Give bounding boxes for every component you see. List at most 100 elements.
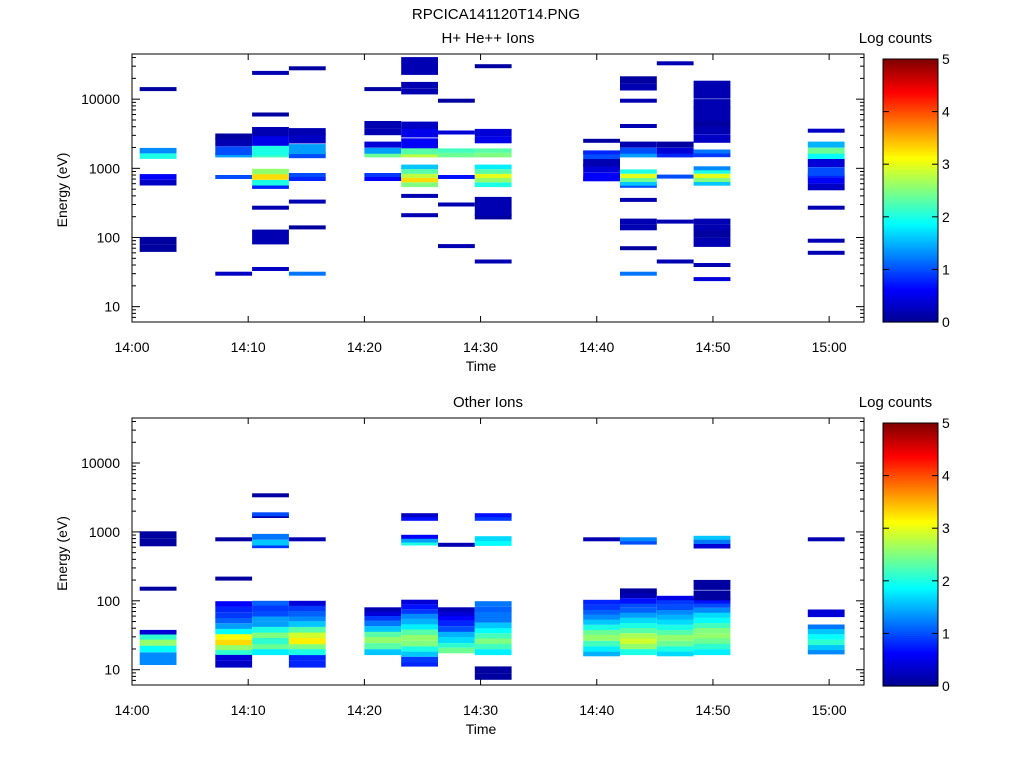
colorbar-segment [883, 65, 938, 69]
x-tick-label: 14:00 [114, 339, 149, 355]
colorbar-segment [883, 532, 938, 536]
colorbar-segment [883, 607, 938, 610]
heatmap-cell [474, 177, 512, 183]
y-axis: 10 100 1000 10000 [81, 421, 864, 686]
heatmap-cell [401, 213, 438, 218]
colorbar-segment [883, 179, 938, 183]
heatmap-cell [401, 604, 438, 610]
heatmap-cell [656, 619, 694, 625]
heatmap-cell [438, 637, 475, 643]
heatmap-cell [139, 538, 177, 547]
heatmap-cell [364, 611, 402, 616]
colorbar-segment [883, 653, 938, 656]
heatmap-cell [364, 152, 402, 158]
heatmap-cell [474, 516, 512, 521]
colorbar-segment [883, 258, 938, 262]
colorbar-segment [883, 308, 938, 312]
heatmap-cell [401, 609, 438, 614]
heatmap-cell [656, 604, 694, 610]
heatmap-cell [693, 169, 731, 174]
colorbar-segment [883, 212, 938, 216]
colorbar: 0 1 2 3 4 5 Log counts [859, 30, 950, 330]
heatmap-cell [364, 173, 402, 177]
colorbar-segment [883, 80, 938, 84]
colorbar-segment [883, 482, 938, 485]
colorbar-segment [883, 646, 938, 650]
heatmap-cell [620, 147, 657, 154]
heatmap-cell [807, 613, 845, 618]
heatmap-cell [252, 127, 289, 137]
colorbar-segment [883, 148, 938, 152]
colorbar-segment [883, 620, 938, 624]
colorbar-segment [883, 615, 938, 619]
colorbar-segment [883, 251, 938, 255]
colorbar-segment [883, 622, 938, 626]
colorbar-segment [883, 240, 938, 244]
colorbar-segment [883, 267, 938, 270]
colorbar-segment [883, 227, 938, 231]
heatmap-cell [583, 599, 620, 605]
heatmap-cell [252, 616, 289, 622]
colorbar-segment [883, 471, 938, 475]
colorbar-segment [883, 521, 938, 525]
colorbar-segment [883, 61, 938, 64]
heatmap-cell [288, 537, 326, 542]
heatmap-cell [620, 540, 657, 545]
heatmap-cell [807, 205, 845, 210]
heatmap-cell [401, 599, 438, 605]
colorbar-segment [883, 159, 938, 163]
colorbar-segment [883, 501, 938, 505]
heatmap-cell [215, 271, 253, 276]
heatmap-cell [583, 651, 620, 657]
heatmap-cell [620, 617, 657, 623]
heatmap-cell [807, 250, 845, 255]
heatmap-cell [401, 66, 438, 75]
colorbar-segment [883, 659, 938, 663]
heatmap-cell [620, 76, 657, 84]
heatmap-cell [215, 146, 253, 155]
heatmap-cell [693, 237, 731, 247]
heatmap-cell [807, 183, 845, 191]
colorbar-segment [883, 210, 938, 214]
heatmap-cell [438, 202, 475, 207]
heatmap-cell [583, 629, 620, 635]
colorbar-segment [883, 256, 938, 260]
colorbar-segment [883, 59, 938, 62]
colorbar-segment [883, 63, 938, 67]
heatmap-cell [474, 136, 512, 144]
heatmap-cell [583, 646, 620, 652]
colorbar-segment [883, 637, 938, 641]
heatmap-cell [807, 624, 845, 630]
chart-panel: Other Ions 14:00 14:10 14:20 14:30 14:40 14:50… [54, 394, 950, 737]
colorbar-segment [883, 449, 938, 453]
heatmap-cell [364, 636, 402, 643]
colorbar-tick-label: 3 [942, 156, 950, 172]
heatmap-cell [215, 152, 253, 158]
colorbar-segment [883, 109, 938, 113]
heatmap-cell [620, 592, 657, 599]
colorbar-segment [883, 558, 938, 562]
heatmap-cell [401, 541, 438, 546]
heatmap-cell [693, 643, 731, 650]
heatmap-cell [438, 607, 475, 612]
heatmap-cell [252, 621, 289, 627]
heatmap-cell [401, 640, 438, 647]
colorbar-segment [883, 677, 938, 681]
colorbar-segment [883, 236, 938, 240]
heatmap-cell [252, 205, 289, 210]
x-axis-label: Time [466, 721, 497, 737]
heatmap-cell [693, 134, 731, 143]
heatmap-cell [139, 629, 177, 635]
heatmap-cell [401, 656, 438, 663]
heatmap-cell [807, 649, 845, 655]
colorbar-tick-label: 4 [942, 104, 950, 120]
heatmap-cell [620, 612, 657, 618]
heatmap-cell [474, 213, 512, 220]
colorbar-segment [883, 475, 938, 479]
heatmap-cell [474, 64, 512, 69]
heatmap-cell [252, 145, 289, 156]
heatmap-cell [620, 152, 657, 158]
colorbar-segment [883, 477, 938, 481]
heatmap-cell [474, 649, 512, 656]
colorbar-segment [883, 197, 938, 200]
